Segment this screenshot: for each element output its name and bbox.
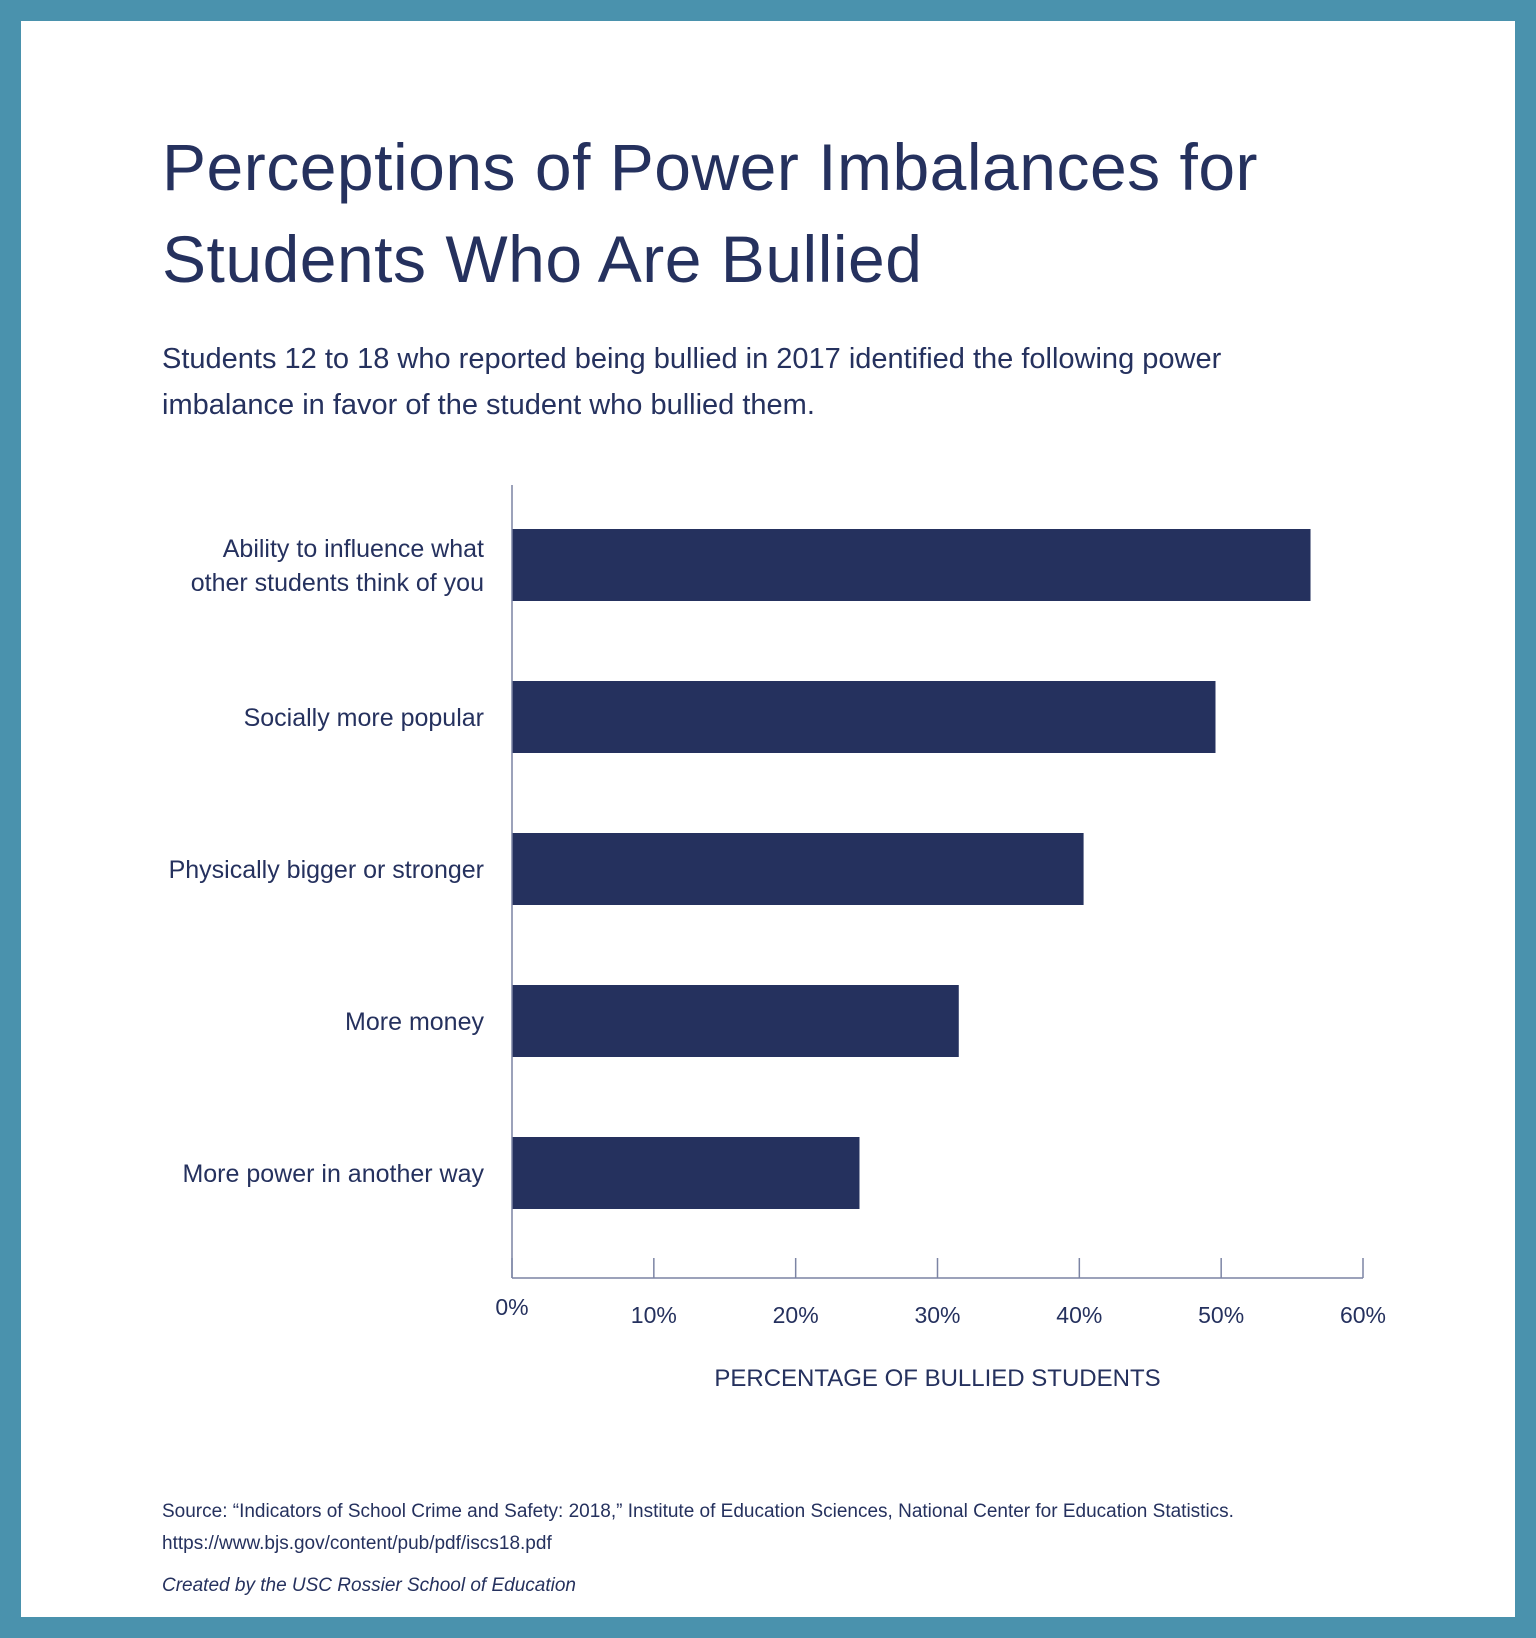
chart-subtitle: Students 12 to 18 who reported being bul…	[162, 343, 1222, 421]
chart-title: Perceptions of Power Imbalances for Stud…	[162, 130, 1259, 296]
category-labels-group: Ability to influence what other students …	[169, 535, 485, 1188]
source-url: https://www.bjs.gov/content/pub/pdf/iscs…	[162, 1533, 552, 1554]
source-note: Source: “Indicators of School Crime and …	[162, 1496, 1462, 1560]
infographic-card: Perceptions of Power Imbalances for Stud…	[21, 21, 1515, 1617]
bar-2	[512, 681, 1216, 753]
credit-line: Created by the USC Rossier School of Edu…	[162, 1575, 576, 1596]
bar-4	[512, 985, 959, 1057]
category-label-4: More money	[345, 1008, 484, 1036]
bars-group	[512, 529, 1311, 1209]
x-tick-label-60: 60%	[1340, 1302, 1386, 1328]
bar-3	[512, 833, 1084, 905]
x-tick-label-10: 10%	[631, 1302, 677, 1328]
category-label-3: Physically bigger or stronger	[169, 856, 484, 884]
category-label-1: Ability to influence what other students …	[191, 535, 484, 597]
x-tick-label-20: 20%	[773, 1302, 819, 1328]
x-axis-label: PERCENTAGE OF BULLIED STUDENTS	[714, 1365, 1160, 1392]
bar-chart: Ability to influence what other students …	[169, 485, 1386, 1392]
x-tick-label-0: 0%	[495, 1294, 528, 1320]
x-tick-label-50: 50%	[1198, 1302, 1244, 1328]
category-label-2: Socially more popular	[244, 704, 484, 732]
category-label-5: More power in another way	[182, 1160, 484, 1188]
x-tick-label-40: 40%	[1056, 1302, 1102, 1328]
bar-5	[512, 1137, 860, 1209]
category-label-line: More power in another way	[182, 1160, 484, 1188]
category-label-line: More money	[345, 1008, 484, 1036]
category-label-line: Socially more popular	[244, 704, 484, 732]
x-tick-label-30: 30%	[914, 1302, 960, 1328]
x-ticks-group	[511, 1258, 1364, 1278]
category-label-line: Physically bigger or stronger	[169, 856, 484, 884]
category-label-line: Ability to influence what	[223, 535, 484, 563]
x-tick-labels-group: 0% 10% 20% 30% 40% 50% 60%	[495, 1294, 1386, 1328]
source-citation: Source: “Indicators of School Crime and …	[162, 1501, 1234, 1522]
bar-1	[512, 529, 1311, 601]
category-label-line: other students think of you	[191, 569, 484, 597]
